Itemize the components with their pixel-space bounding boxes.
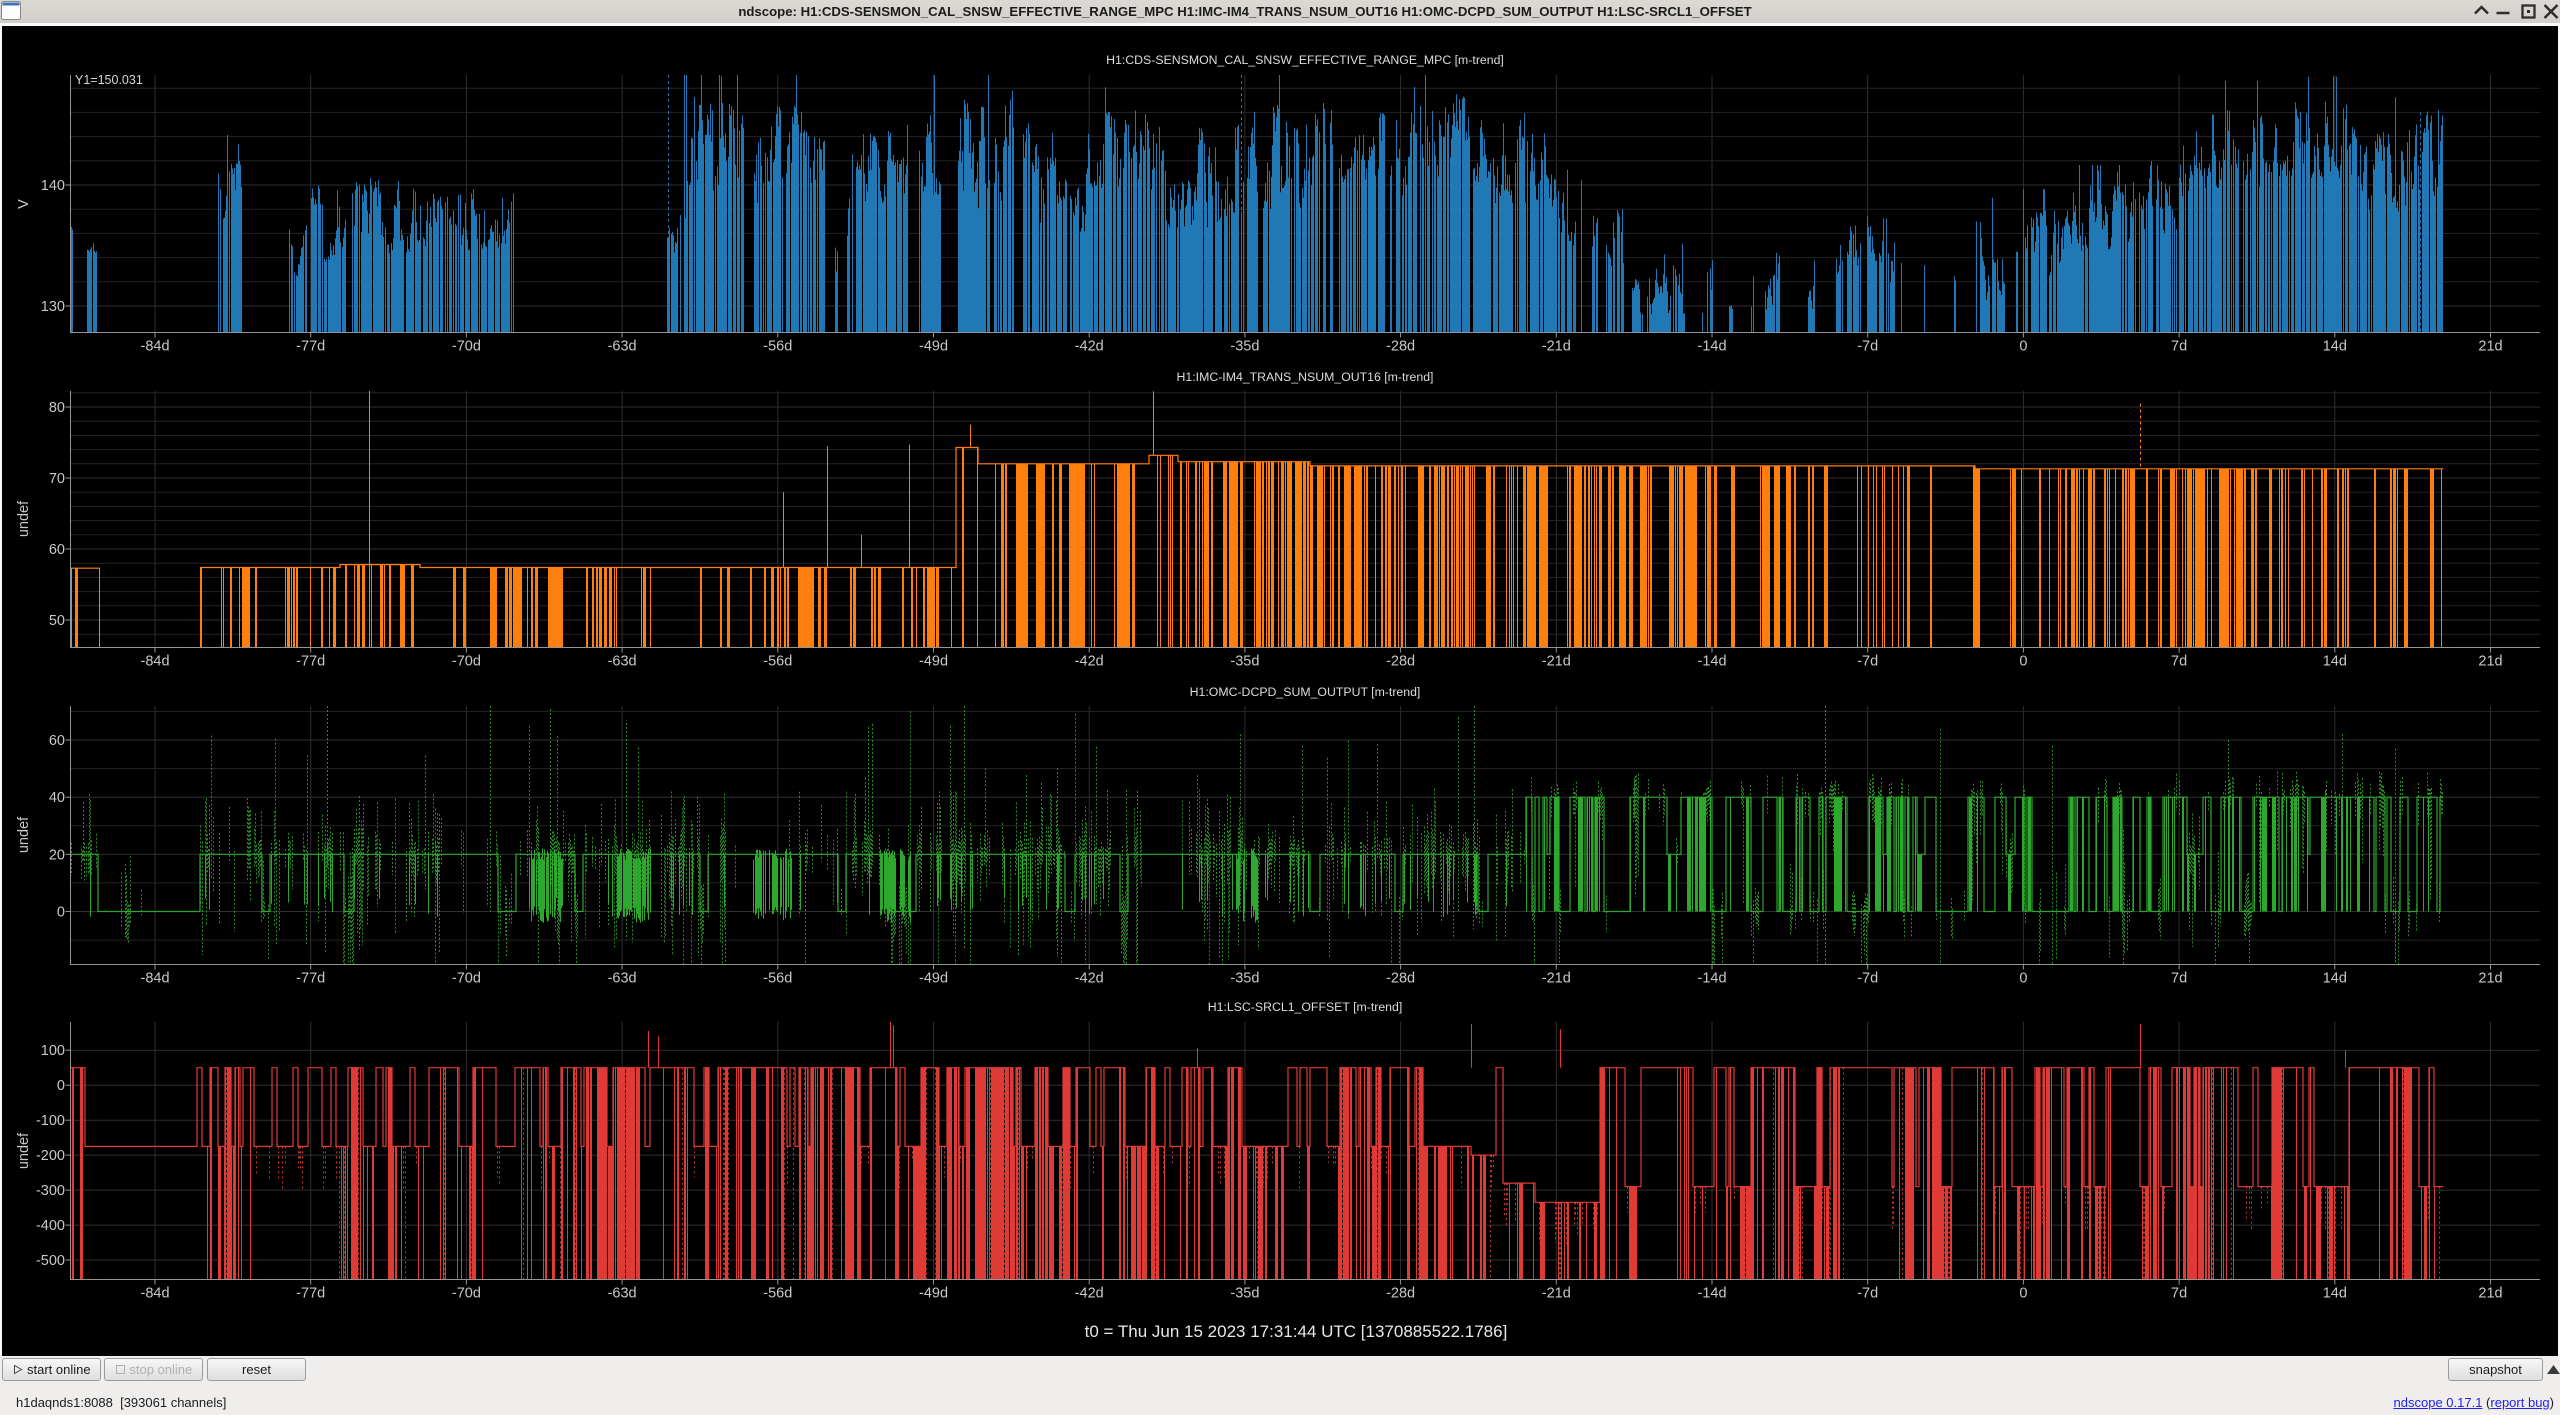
svg-text:-28d: -28d xyxy=(1386,971,1415,987)
svg-text:7d: 7d xyxy=(2171,654,2187,670)
svg-text:H1:CDS-SENSMON_CAL_SNSW_EFFECT: H1:CDS-SENSMON_CAL_SNSW_EFFECTIVE_RANGE_… xyxy=(1106,53,1504,67)
svg-text:130: 130 xyxy=(41,299,65,315)
svg-text:0: 0 xyxy=(57,905,65,921)
svg-text:H1:LSC-SRCL1_OFFSET [m-trend]: H1:LSC-SRCL1_OFFSET [m-trend] xyxy=(1208,1000,1403,1014)
svg-text:H1:IMC-IM4_TRANS_NSUM_OUT16 [m: H1:IMC-IM4_TRANS_NSUM_OUT16 [m-trend] xyxy=(1177,370,1434,384)
svg-text:40: 40 xyxy=(49,790,65,806)
svg-text:50: 50 xyxy=(49,613,65,629)
svg-text:-21d: -21d xyxy=(1542,971,1571,987)
svg-text:-7d: -7d xyxy=(1857,1286,1878,1302)
svg-text:-56d: -56d xyxy=(763,654,792,670)
svg-text:-70d: -70d xyxy=(452,339,481,355)
svg-text:-28d: -28d xyxy=(1386,1286,1415,1302)
svg-text:-21d: -21d xyxy=(1542,1286,1571,1302)
svg-text:-77d: -77d xyxy=(296,654,325,670)
svg-text:Y1=150.031: Y1=150.031 xyxy=(75,73,143,87)
svg-text:-49d: -49d xyxy=(919,654,948,670)
svg-text:0: 0 xyxy=(2019,1286,2027,1302)
svg-text:-77d: -77d xyxy=(296,971,325,987)
svg-text:70: 70 xyxy=(49,471,65,487)
svg-text:V: V xyxy=(16,199,32,209)
svg-text:21d: 21d xyxy=(2478,654,2502,670)
svg-text:-42d: -42d xyxy=(1075,654,1104,670)
svg-text:-35d: -35d xyxy=(1230,654,1259,670)
svg-text:undef: undef xyxy=(16,1132,32,1169)
svg-text:-35d: -35d xyxy=(1230,971,1259,987)
svg-text:14d: 14d xyxy=(2323,971,2347,987)
svg-text:-84d: -84d xyxy=(140,654,169,670)
svg-text:-63d: -63d xyxy=(608,339,637,355)
svg-text:-14d: -14d xyxy=(1697,654,1726,670)
svg-text:-77d: -77d xyxy=(296,339,325,355)
svg-text:-14d: -14d xyxy=(1697,1286,1726,1302)
svg-text:-200: -200 xyxy=(36,1148,65,1164)
svg-text:0: 0 xyxy=(2019,339,2027,355)
svg-text:-21d: -21d xyxy=(1542,654,1571,670)
svg-text:-42d: -42d xyxy=(1075,971,1104,987)
svg-text:-70d: -70d xyxy=(452,654,481,670)
svg-text:-84d: -84d xyxy=(140,1286,169,1302)
svg-text:-400: -400 xyxy=(36,1218,65,1234)
svg-text:-100: -100 xyxy=(36,1113,65,1129)
svg-text:H1:OMC-DCPD_SUM_OUTPUT [m-tren: H1:OMC-DCPD_SUM_OUTPUT [m-trend] xyxy=(1190,685,1421,699)
svg-text:-84d: -84d xyxy=(140,339,169,355)
svg-text:21d: 21d xyxy=(2478,1286,2502,1302)
svg-text:-63d: -63d xyxy=(608,971,637,987)
svg-text:-42d: -42d xyxy=(1075,1286,1104,1302)
svg-text:t0 = Thu Jun 15 2023 17:31:44: t0 = Thu Jun 15 2023 17:31:44 UTC [13708… xyxy=(1085,1322,1508,1341)
svg-text:60: 60 xyxy=(49,733,65,749)
svg-text:-63d: -63d xyxy=(608,654,637,670)
svg-text:-35d: -35d xyxy=(1230,339,1259,355)
svg-text:-70d: -70d xyxy=(452,971,481,987)
svg-text:0: 0 xyxy=(2019,971,2027,987)
svg-text:-7d: -7d xyxy=(1857,971,1878,987)
svg-text:100: 100 xyxy=(41,1043,65,1059)
svg-text:20: 20 xyxy=(49,847,65,863)
svg-text:-49d: -49d xyxy=(919,339,948,355)
svg-text:-49d: -49d xyxy=(919,1286,948,1302)
svg-text:80: 80 xyxy=(49,400,65,416)
svg-text:7d: 7d xyxy=(2171,971,2187,987)
svg-text:undef: undef xyxy=(16,816,32,853)
svg-text:undef: undef xyxy=(16,500,32,537)
svg-text:0: 0 xyxy=(57,1078,65,1094)
svg-text:-77d: -77d xyxy=(296,1286,325,1302)
svg-text:21d: 21d xyxy=(2478,339,2502,355)
svg-text:-56d: -56d xyxy=(763,339,792,355)
svg-text:60: 60 xyxy=(49,542,65,558)
svg-text:0: 0 xyxy=(2019,654,2027,670)
svg-text:-42d: -42d xyxy=(1075,339,1104,355)
svg-text:-56d: -56d xyxy=(763,1286,792,1302)
svg-text:-63d: -63d xyxy=(608,1286,637,1302)
svg-text:-500: -500 xyxy=(36,1253,65,1269)
svg-text:-35d: -35d xyxy=(1230,1286,1259,1302)
svg-text:-84d: -84d xyxy=(140,971,169,987)
svg-text:14d: 14d xyxy=(2323,1286,2347,1302)
svg-text:-7d: -7d xyxy=(1857,654,1878,670)
svg-text:-7d: -7d xyxy=(1857,339,1878,355)
svg-text:-21d: -21d xyxy=(1542,339,1571,355)
svg-text:-56d: -56d xyxy=(763,971,792,987)
svg-text:7d: 7d xyxy=(2171,1286,2187,1302)
svg-text:-14d: -14d xyxy=(1697,339,1726,355)
svg-text:14d: 14d xyxy=(2323,339,2347,355)
svg-text:-28d: -28d xyxy=(1386,654,1415,670)
svg-text:-14d: -14d xyxy=(1697,971,1726,987)
svg-text:-70d: -70d xyxy=(452,1286,481,1302)
svg-text:140: 140 xyxy=(41,178,65,194)
svg-text:7d: 7d xyxy=(2171,339,2187,355)
svg-text:-300: -300 xyxy=(36,1183,65,1199)
svg-text:14d: 14d xyxy=(2323,654,2347,670)
svg-text:-28d: -28d xyxy=(1386,339,1415,355)
svg-text:-49d: -49d xyxy=(919,971,948,987)
svg-text:21d: 21d xyxy=(2478,971,2502,987)
